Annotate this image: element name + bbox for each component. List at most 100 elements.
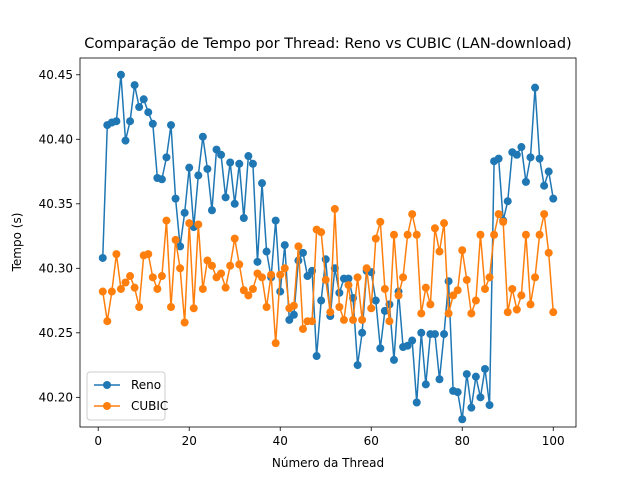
- data-point-cubic: [535, 230, 544, 239]
- data-point-cubic: [203, 256, 212, 265]
- data-point-cubic: [207, 261, 216, 270]
- data-point-cubic: [317, 228, 326, 237]
- series-line-cubic: [102, 208, 554, 344]
- data-point-cubic: [271, 339, 280, 348]
- data-point-cubic: [367, 304, 376, 313]
- data-point-cubic: [258, 273, 267, 282]
- data-point-reno: [467, 403, 476, 412]
- data-point-cubic: [385, 317, 394, 326]
- data-point-cubic: [294, 242, 303, 251]
- x-tick-label: 40: [273, 434, 288, 448]
- data-point-cubic: [421, 283, 430, 292]
- data-point-cubic: [358, 315, 367, 324]
- data-point-cubic: [217, 269, 226, 278]
- data-point-reno: [485, 401, 494, 410]
- data-point-reno: [312, 352, 321, 361]
- data-point-reno: [135, 103, 144, 112]
- data-point-cubic: [458, 246, 467, 255]
- data-point-cubic: [98, 287, 107, 296]
- data-point-cubic: [112, 250, 121, 259]
- data-point-cubic: [230, 234, 239, 243]
- data-point-cubic: [326, 308, 335, 317]
- data-point-cubic: [116, 284, 125, 293]
- data-point-cubic: [157, 272, 166, 281]
- data-point-reno: [535, 154, 544, 163]
- data-point-cubic: [512, 305, 521, 314]
- data-point-cubic: [417, 309, 426, 318]
- data-point-reno: [285, 315, 294, 324]
- data-point-reno: [217, 150, 226, 159]
- x-tick-label: 0: [94, 434, 102, 448]
- data-point-reno: [517, 143, 526, 152]
- data-point-cubic: [194, 220, 203, 229]
- data-point-reno: [412, 398, 421, 407]
- data-point-cubic: [526, 300, 535, 309]
- data-point-reno: [198, 132, 207, 141]
- data-point-cubic: [467, 309, 476, 318]
- data-point-cubic: [349, 315, 358, 324]
- legend-label-reno: Reno: [131, 378, 161, 392]
- data-point-reno: [116, 70, 125, 79]
- data-point-reno: [458, 415, 467, 424]
- data-point-reno: [531, 83, 540, 92]
- data-point-reno: [253, 257, 262, 266]
- data-point-reno: [540, 181, 549, 190]
- data-point-cubic: [144, 250, 153, 259]
- data-point-cubic: [107, 287, 116, 296]
- data-point-reno: [480, 364, 489, 373]
- data-point-reno: [194, 171, 203, 180]
- data-point-cubic: [517, 291, 526, 300]
- data-point-cubic: [221, 283, 230, 292]
- data-point-cubic: [494, 210, 503, 219]
- data-point-cubic: [185, 219, 194, 228]
- data-point-cubic: [362, 264, 371, 273]
- data-point-cubic: [198, 284, 207, 293]
- data-point-cubic: [399, 273, 408, 282]
- data-point-cubic: [339, 315, 348, 324]
- x-axis-label: Número da Thread: [272, 456, 384, 470]
- data-point-cubic: [485, 273, 494, 282]
- data-point-cubic: [380, 284, 389, 293]
- data-point-cubic: [248, 284, 257, 293]
- data-point-cubic: [371, 234, 380, 243]
- data-point-reno: [503, 197, 512, 206]
- data-point-reno: [430, 330, 439, 339]
- data-point-reno: [98, 253, 107, 262]
- data-point-cubic: [344, 281, 353, 290]
- data-point-reno: [221, 193, 230, 202]
- data-point-reno: [512, 150, 521, 159]
- data-point-reno: [303, 272, 312, 281]
- data-point-cubic: [430, 224, 439, 233]
- data-point-cubic: [335, 303, 344, 312]
- data-point-cubic: [462, 275, 471, 284]
- data-point-reno: [157, 175, 166, 184]
- x-tick-label: 60: [364, 434, 379, 448]
- y-tick-label: 40.25: [39, 326, 73, 340]
- data-point-cubic: [426, 300, 435, 309]
- data-point-reno: [271, 216, 280, 225]
- data-point-cubic: [235, 260, 244, 269]
- data-point-cubic: [490, 230, 499, 239]
- data-point-cubic: [135, 303, 144, 312]
- data-point-cubic: [531, 273, 540, 282]
- data-point-cubic: [239, 286, 248, 295]
- data-point-reno: [353, 361, 362, 370]
- data-point-reno: [185, 163, 194, 172]
- data-point-cubic: [453, 286, 462, 295]
- data-point-cubic: [167, 303, 176, 312]
- data-point-cubic: [389, 230, 398, 239]
- y-tick-label: 40.45: [39, 68, 73, 82]
- data-point-reno: [139, 95, 148, 104]
- data-point-reno: [380, 306, 389, 315]
- data-point-reno: [494, 154, 503, 163]
- data-point-cubic: [544, 248, 553, 257]
- data-point-cubic: [189, 304, 198, 313]
- x-tick-label: 20: [182, 434, 197, 448]
- series-line-reno: [102, 74, 554, 421]
- data-point-reno: [521, 177, 530, 186]
- axes-frame: [79, 57, 577, 428]
- data-point-cubic: [394, 291, 403, 300]
- data-point-reno: [207, 206, 216, 215]
